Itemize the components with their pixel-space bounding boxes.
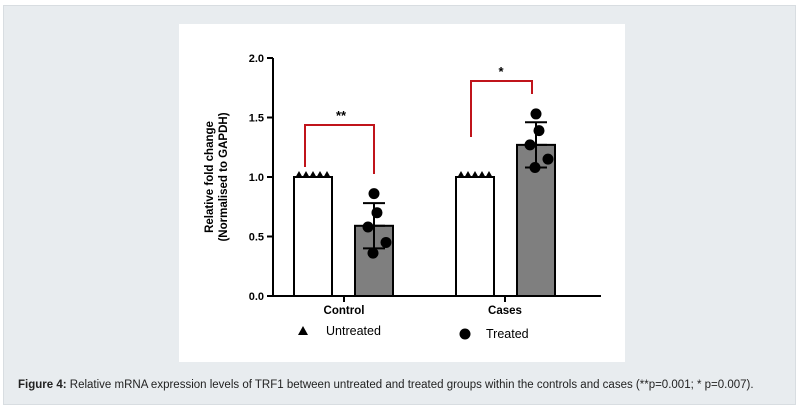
data-point-circle <box>533 125 545 137</box>
data-point-triangle <box>464 171 472 178</box>
data-point-triangle <box>295 171 303 178</box>
figure-frame: 0.0 0.5 1.0 1.5 2.0 Relative fold change (Norm… <box>3 5 796 405</box>
data-point-circle <box>362 221 374 233</box>
legend-untreated-label: Untreated <box>326 324 381 338</box>
caption-label: Figure 4: <box>18 379 67 391</box>
chart-panel: 0.0 0.5 1.0 1.5 2.0 Relative fold change (Norm… <box>179 24 625 362</box>
data-point-circle <box>371 207 383 219</box>
significance-label-cases: * <box>498 64 504 79</box>
x-tick-label-cases: Cases <box>488 305 522 317</box>
caption-text: Relative mRNA expression levels of TRF1 … <box>69 379 754 391</box>
y-axis-label-line2: (Normalised to GAPDH) <box>218 112 230 241</box>
bar-treated-cases <box>516 143 556 298</box>
data-point-circle <box>367 247 379 259</box>
significance-bracket-control <box>304 124 375 174</box>
y-tick-label: 2.0 <box>249 53 264 65</box>
bar-untreated-cases <box>455 176 495 297</box>
figure-caption: Figure 4: Relative mRNA expression level… <box>18 379 788 392</box>
y-tick-label: 0.5 <box>249 232 264 244</box>
data-point-triangle <box>323 171 331 178</box>
data-point-triangle <box>309 171 317 178</box>
data-point-circle <box>524 139 536 151</box>
data-point-triangle <box>302 171 310 178</box>
y-axis-label: Relative fold change (Normalised to GAPDH… <box>204 112 230 241</box>
significance-label-control: ** <box>336 108 347 123</box>
y-axis-label-line1: Relative fold change <box>204 121 216 233</box>
data-point-circle <box>542 153 554 165</box>
significance-bracket-cases <box>470 80 533 137</box>
legend-treated-marker-icon <box>459 328 471 340</box>
data-point-circle <box>368 188 380 200</box>
data-point-triangle <box>485 171 493 178</box>
data-point-circle <box>380 236 392 248</box>
bar-chart: 0.0 0.5 1.0 1.5 2.0 Relative fold change (Norm… <box>204 53 601 341</box>
data-point-triangle <box>478 171 486 178</box>
y-tick-label: 1.5 <box>249 113 264 125</box>
y-tick-label: 0.0 <box>249 291 264 303</box>
data-point-triangle <box>457 171 465 178</box>
x-tick-label-control: Control <box>324 305 365 317</box>
legend-treated-label: Treated <box>486 327 529 341</box>
data-point-triangle <box>471 171 479 178</box>
bar-untreated-control <box>293 176 333 297</box>
legend-untreated-marker-icon <box>298 326 308 335</box>
data-point-triangle <box>316 171 324 178</box>
y-tick-label: 1.0 <box>249 172 264 184</box>
data-point-circle <box>530 108 542 120</box>
data-point-circle <box>529 161 541 173</box>
